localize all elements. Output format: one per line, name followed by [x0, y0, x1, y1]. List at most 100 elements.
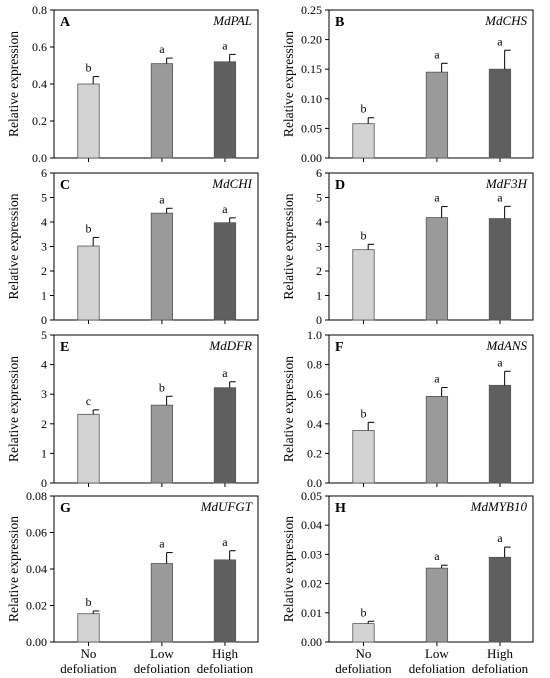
y-tick-label: 0.05 — [301, 121, 322, 135]
y-axis-label: Relative expression — [281, 516, 296, 622]
bar — [488, 218, 512, 321]
bar — [77, 413, 100, 484]
y-tick-label: 3 — [41, 387, 47, 401]
y-axis-label: Relative expression — [281, 356, 296, 462]
significance-letter: a — [434, 47, 440, 61]
y-tick-label: 0.10 — [301, 92, 322, 106]
gene-title: MdCHI — [211, 176, 252, 191]
y-tick-label: 0.20 — [301, 33, 322, 47]
y-tick-label: 0.08 — [26, 489, 47, 503]
x-category-label: defoliation — [472, 661, 529, 676]
y-tick-label: 0.8 — [307, 358, 322, 372]
significance-letter: a — [497, 531, 503, 545]
panel-letter: F — [335, 340, 344, 355]
significance-letter: a — [222, 38, 228, 52]
y-tick-label: 0.15 — [301, 62, 322, 76]
panel-c: 0 1 2 3 4 5 6 b a a C MdCHI Relative expression — [6, 166, 259, 327]
gene-title: MdMYB10 — [470, 499, 528, 514]
bar — [352, 249, 375, 321]
bar — [150, 404, 174, 484]
significance-letter: b — [360, 228, 366, 242]
y-axis-label: Relative expression — [281, 193, 296, 299]
y-tick-label: 1 — [41, 446, 47, 460]
bar — [488, 556, 512, 643]
bar — [77, 83, 100, 159]
bar — [150, 563, 174, 643]
x-category-label: No — [81, 646, 97, 661]
y-tick-label: 0 — [41, 313, 47, 327]
panel-letter: A — [60, 15, 71, 30]
y-axis-label: Relative expression — [6, 31, 21, 137]
y-tick-label: 2 — [41, 417, 47, 431]
panel-letter: B — [335, 15, 344, 30]
y-tick-label: 1 — [316, 289, 322, 303]
panel-d: 0 1 2 3 4 5 6 b a a D MdF3H Relative expression — [281, 166, 534, 327]
y-tick-label: 3 — [41, 240, 47, 254]
bar — [213, 387, 237, 484]
y-tick-label: 0.02 — [26, 599, 47, 613]
y-tick-label: 4 — [41, 215, 47, 229]
bar — [352, 430, 375, 484]
panel-letter: E — [60, 340, 69, 355]
y-tick-label: 0.02 — [301, 577, 322, 591]
panel-letter: C — [60, 178, 70, 193]
significance-letter: b — [85, 61, 91, 75]
y-tick-label: 0.6 — [307, 387, 322, 401]
y-tick-label: 2 — [41, 264, 47, 278]
bar — [425, 71, 449, 159]
y-tick-label: 0.05 — [301, 489, 322, 503]
x-category-label: High — [212, 646, 239, 661]
panel-a: 0.0 0.2 0.4 0.6 0.8 b a a A MdPAL Relative express… — [6, 3, 259, 165]
y-tick-label: 3 — [316, 240, 322, 254]
y-tick-label: 1 — [41, 289, 47, 303]
y-tick-label: 0.06 — [26, 526, 47, 540]
panel-f: 0.0 0.2 0.4 0.6 0.8 1.0 b a a F MdANS Relative expr… — [281, 328, 534, 490]
bar — [77, 613, 100, 643]
bar — [213, 61, 237, 159]
y-tick-label: 0.00 — [301, 635, 322, 649]
significance-letter: b — [360, 102, 366, 116]
y-tick-label: 4 — [41, 358, 47, 372]
panel-e: 0 1 2 3 4 5 c b a E MdDFR Relative expression — [6, 328, 259, 490]
gene-title: MdUFGT — [200, 499, 253, 514]
panel-h: 0.00 0.01 0.02 0.03 0.04 0.05 b a a H MdMYB10 Relat… — [281, 489, 534, 676]
significance-letter: b — [159, 380, 165, 394]
significance-letter: b — [85, 221, 91, 235]
x-category-label: defoliation — [409, 661, 466, 676]
y-tick-label: 0 — [41, 476, 47, 490]
y-tick-label: 0.2 — [32, 114, 47, 128]
x-category-label: High — [487, 646, 514, 661]
x-category-label: defoliation — [335, 661, 392, 676]
bar — [425, 567, 449, 643]
bar — [77, 245, 100, 321]
y-tick-label: 0.4 — [32, 77, 47, 91]
y-tick-label: 0.04 — [301, 518, 322, 532]
gene-title: MdDFR — [208, 338, 252, 353]
gene-title: MdF3H — [485, 176, 528, 191]
y-tick-label: 0.0 — [307, 476, 322, 490]
y-tick-label: 6 — [316, 166, 322, 180]
y-tick-label: 0.8 — [32, 3, 47, 17]
significance-letter: a — [434, 549, 440, 563]
y-tick-label: 1.0 — [307, 328, 322, 342]
significance-letter: a — [222, 202, 228, 216]
y-axis-label: Relative expression — [6, 356, 21, 462]
significance-letter: a — [222, 366, 228, 380]
bar — [425, 396, 449, 484]
significance-letter: a — [497, 34, 503, 48]
y-tick-label: 2 — [316, 264, 322, 278]
bar — [213, 222, 237, 321]
x-category-label: Low — [150, 646, 174, 661]
bar — [425, 217, 449, 321]
y-tick-label: 0.0 — [32, 151, 47, 165]
significance-letter: b — [360, 406, 366, 420]
bar — [352, 623, 375, 643]
y-tick-label: 0.6 — [32, 40, 47, 54]
y-tick-label: 0.00 — [26, 635, 47, 649]
significance-letter: a — [159, 192, 165, 206]
bar — [150, 212, 174, 321]
y-axis-label: Relative expression — [6, 516, 21, 622]
y-tick-label: 0.4 — [307, 417, 322, 431]
panel-letter: D — [335, 178, 345, 193]
